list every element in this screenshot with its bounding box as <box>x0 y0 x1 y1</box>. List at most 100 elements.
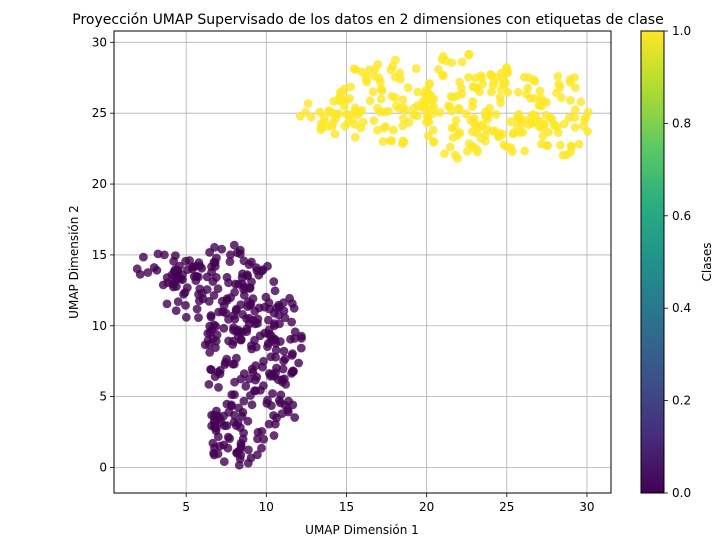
scatter-point <box>183 265 192 275</box>
colorbar-tick-label: 0.8 <box>672 116 691 130</box>
scatter-point <box>350 132 360 142</box>
scatter-point <box>212 253 221 263</box>
scatter-point <box>445 142 455 152</box>
scatter-point <box>331 113 341 123</box>
scatter-point <box>538 96 548 106</box>
x-tick-label: 20 <box>419 500 434 514</box>
scatter-point <box>297 331 306 341</box>
scatter-point <box>423 88 432 97</box>
scatter-point <box>181 312 191 322</box>
scatter-point <box>559 119 569 129</box>
scatter-point <box>276 390 286 400</box>
scatter-point <box>269 277 279 286</box>
scatter-point <box>402 106 411 115</box>
scatter-point <box>286 334 295 344</box>
colorbar-ticks: 0.0 0.2 0.4 0.6 0.8 1.0 <box>664 24 691 500</box>
scatter-point <box>253 450 262 460</box>
x-tick-label: 5 <box>182 500 190 514</box>
scatter-point <box>263 395 272 405</box>
scatter-point <box>386 136 395 146</box>
scatter-point <box>380 107 390 117</box>
scatter-point <box>570 113 580 122</box>
scatter-point <box>374 73 384 83</box>
scatter-point <box>447 123 457 133</box>
scatter-point <box>411 64 421 74</box>
scatter-point <box>395 68 405 78</box>
scatter-point <box>241 381 251 391</box>
scatter-point <box>379 123 389 133</box>
scatter-point <box>438 70 447 80</box>
scatter-point <box>247 400 257 410</box>
scatter-point <box>194 258 204 268</box>
scatter-point <box>508 129 518 139</box>
scatter-point <box>259 434 269 444</box>
scatter-point <box>211 417 220 427</box>
scatter-point <box>491 110 501 119</box>
scatter-point <box>387 91 397 101</box>
scatter-point <box>205 248 215 257</box>
scatter-point <box>398 95 408 104</box>
scatter-point <box>227 400 236 410</box>
scatter-point <box>242 327 252 336</box>
scatter-point <box>263 342 272 352</box>
scatter-point <box>368 87 378 97</box>
scatter-point <box>464 72 473 82</box>
scatter-point <box>487 87 496 97</box>
scatter-point <box>268 389 277 398</box>
scatter-point <box>226 293 236 303</box>
scatter-point <box>260 328 270 338</box>
scatter-point <box>346 82 356 92</box>
scatter-point <box>484 110 494 119</box>
scatter-point <box>237 411 247 421</box>
y-axis-ticks: 0 5 10 15 20 25 30 <box>92 35 114 474</box>
scatter-point <box>251 386 260 396</box>
scatter-point <box>349 64 359 74</box>
colorbar-label: Clases <box>700 243 714 282</box>
scatter-point <box>269 431 279 440</box>
colorbar-tick-label: 0.6 <box>672 209 691 223</box>
y-tick-label: 5 <box>99 390 107 404</box>
scatter-point <box>135 270 145 279</box>
scatter-point <box>475 87 484 97</box>
scatter-point <box>412 111 422 121</box>
scatter-point <box>570 123 580 132</box>
scatter-point <box>303 99 313 108</box>
scatter-point <box>301 108 310 117</box>
scatter-point <box>171 251 180 260</box>
scatter-point <box>566 96 575 105</box>
scatter-point <box>226 250 235 260</box>
scatter-point <box>376 84 386 94</box>
scatter-point <box>469 113 479 123</box>
scatter-point <box>180 288 190 297</box>
scatter-point <box>473 147 482 157</box>
colorbar <box>640 30 665 494</box>
x-axis-ticks: 5 10 15 20 25 30 <box>182 493 595 514</box>
scatter-point <box>235 245 245 255</box>
scatter-point <box>423 95 433 105</box>
scatter-point <box>227 390 237 399</box>
scatter-point <box>399 114 408 123</box>
scatter-point <box>198 294 208 304</box>
scatter-point <box>583 107 593 117</box>
scatter-point <box>529 75 539 84</box>
scatter-point <box>429 137 438 147</box>
scatter-point <box>427 104 436 114</box>
scatter-point <box>238 269 247 279</box>
scatter-point <box>217 244 227 254</box>
scatter-point <box>260 302 270 312</box>
scatter-point <box>288 367 297 377</box>
scatter-point <box>149 263 159 272</box>
scatter-point <box>204 380 214 389</box>
scatter-point <box>455 77 464 87</box>
scatter-point <box>392 101 401 111</box>
scatter-point <box>239 256 249 266</box>
scatter-point <box>336 87 345 97</box>
scatter-point <box>296 343 306 353</box>
plot-area-frame <box>113 30 612 494</box>
scatter-point <box>251 375 260 385</box>
scatter-point <box>224 336 234 346</box>
scatter-point <box>451 116 461 125</box>
scatter-point <box>583 127 592 136</box>
scatter-point <box>417 102 426 112</box>
scatter-point <box>264 419 274 429</box>
